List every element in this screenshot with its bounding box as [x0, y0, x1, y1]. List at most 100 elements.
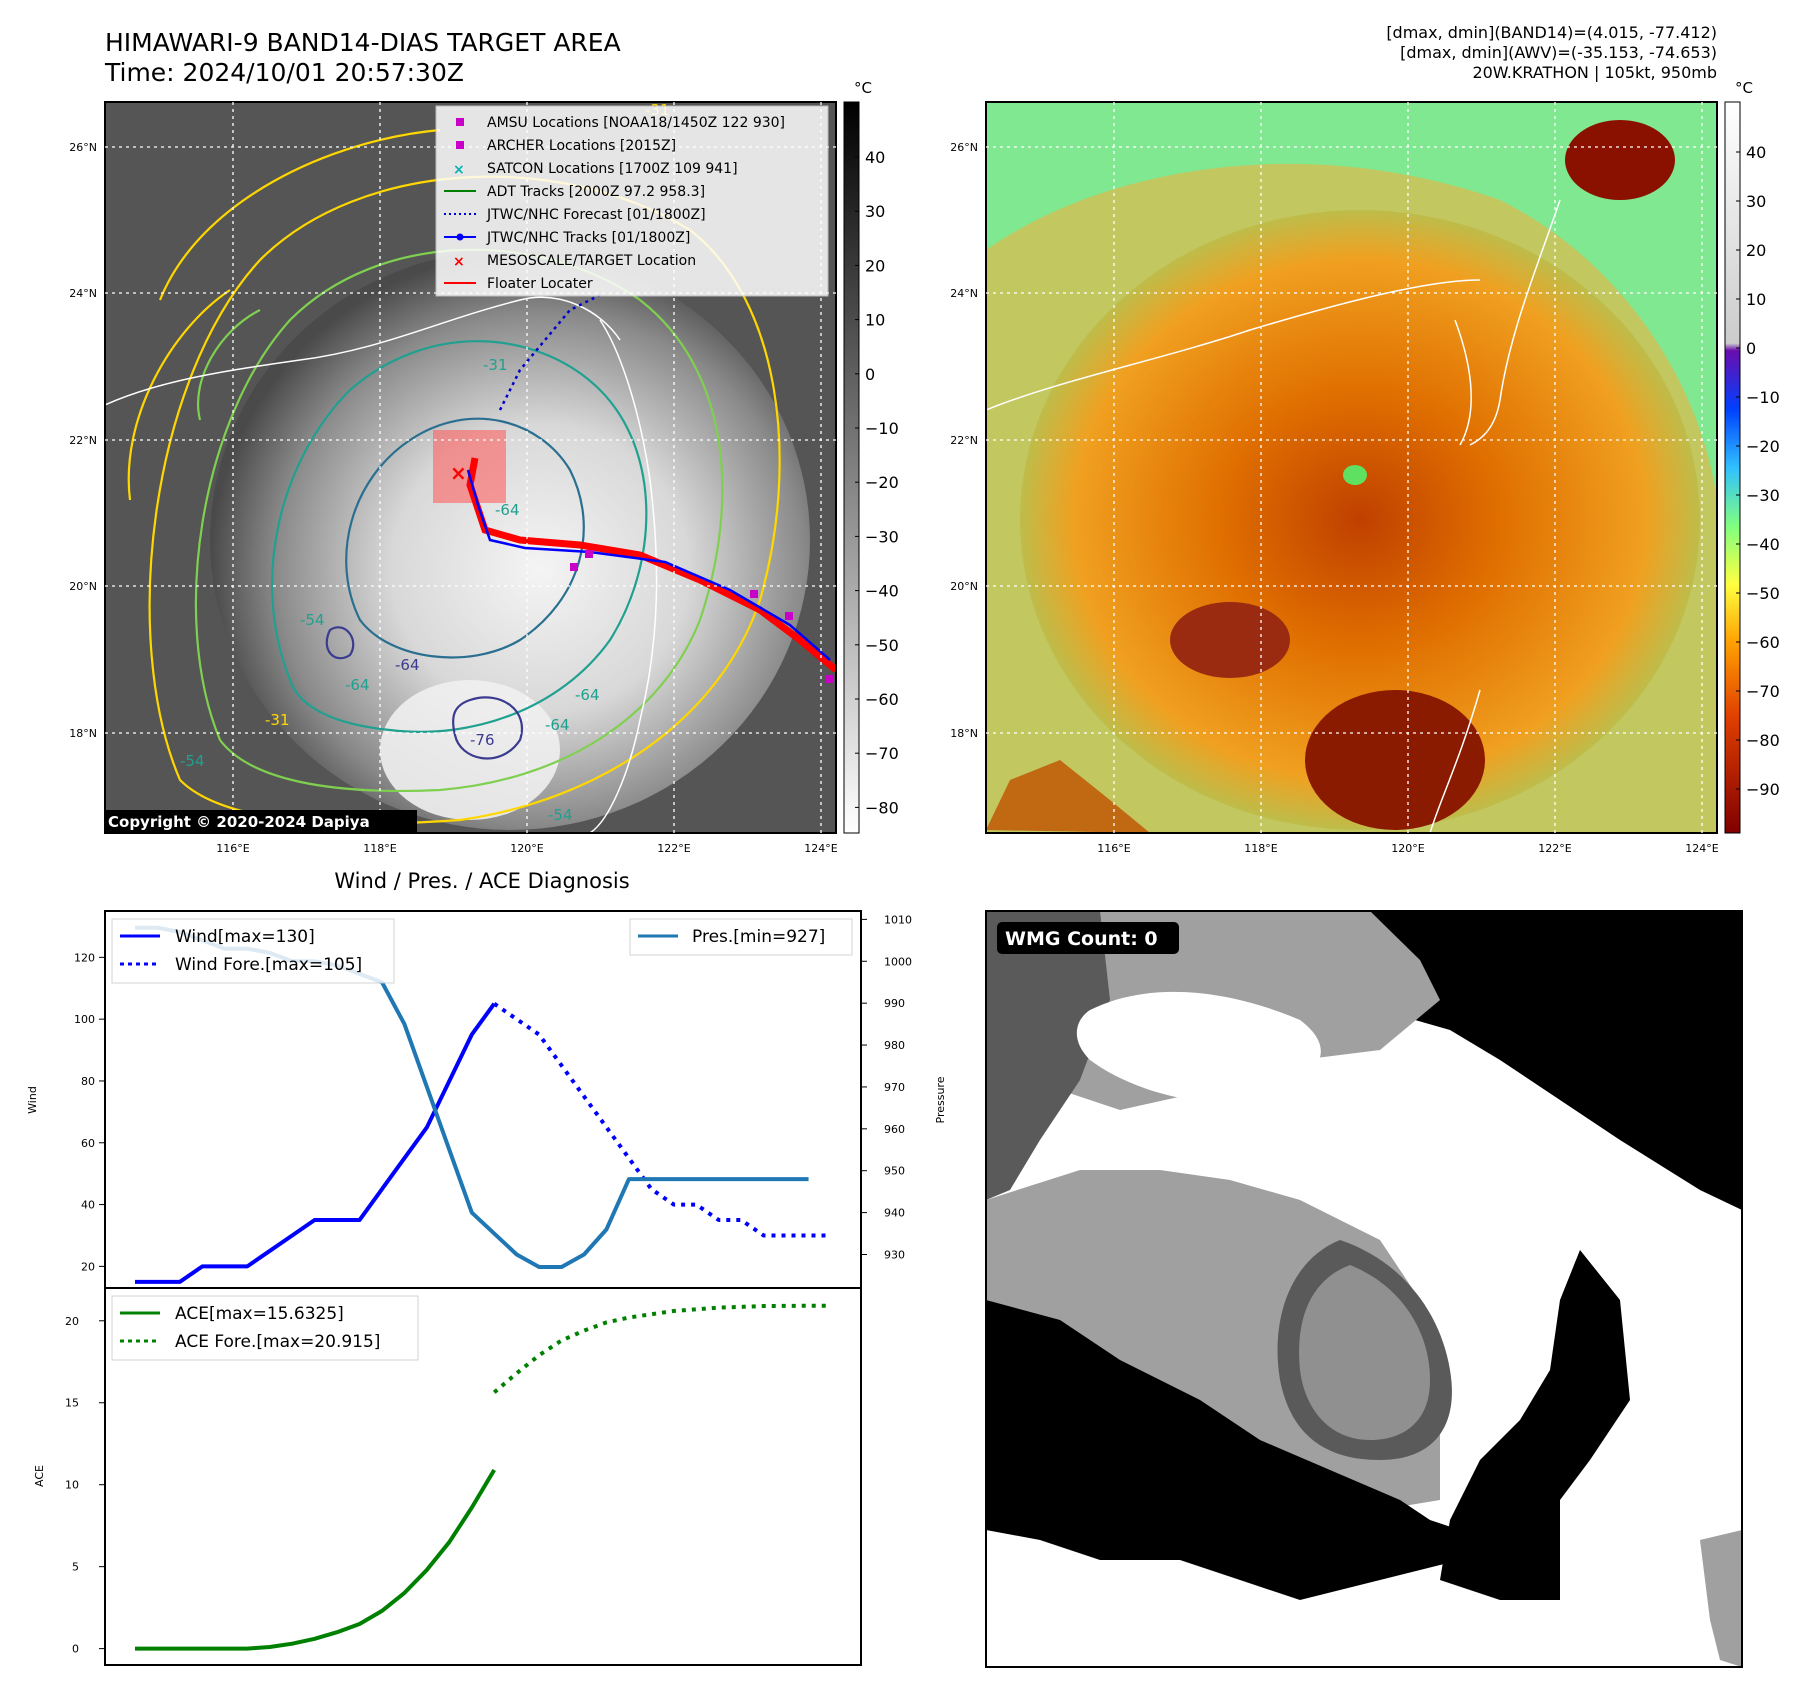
figure-time: Time: 2024/10/01 20:57:30Z — [104, 58, 464, 87]
colorbar-tick-label: 30 — [865, 202, 885, 221]
colorbar-tick-label: 20 — [1746, 241, 1766, 260]
svg-text:-64: -64 — [495, 501, 520, 519]
diagnosis-title: Wind / Pres. / ACE Diagnosis — [334, 869, 629, 893]
ace-chart: ACE 0 5 10 15 20 ACE[max=15.6325] ACE Fore.[… — [33, 1287, 862, 1666]
info-band14: [dmax, dmin](BAND14)=(4.015, -77.412) — [1386, 23, 1717, 42]
legend-satcon: SATCON Locations [1700Z 109 941] — [487, 161, 738, 177]
lon-label: 116°E — [1097, 842, 1130, 855]
awv-map-panel: °C 40 30 20 10 0 −10 −20 −30 −40 −50 −60 −70 −80 −90 — [985, 79, 1780, 834]
colorbar-tick-label: −80 — [1746, 731, 1780, 750]
colorbar-tick-label: −10 — [1746, 388, 1780, 407]
svg-text:-54: -54 — [300, 611, 325, 629]
lat-label: 26°N — [69, 141, 97, 154]
lat-label: 20°N — [69, 580, 97, 593]
ace-series-line-0 — [135, 1468, 496, 1651]
target-marker: × — [450, 461, 467, 485]
series-line-0 — [135, 1002, 496, 1284]
colorbar-tick-label: −70 — [865, 744, 899, 763]
svg-text:-64: -64 — [545, 716, 570, 734]
ace-ticks: 0 5 10 15 20 — [65, 1315, 105, 1656]
awv-colorbar — [1724, 101, 1741, 834]
legend-ace: ACE[max=15.6325] — [175, 1304, 344, 1324]
pressure-tick-label: 930 — [884, 1248, 905, 1261]
colorbar-tick-label: −20 — [865, 473, 899, 492]
awv-colorbar-unit: °C — [1735, 79, 1753, 97]
awv-lon-labels: 116°E 118°E 120°E 122°E 124°E — [1097, 842, 1718, 855]
pressure-tick-label: 1000 — [884, 955, 912, 968]
svg-text:-76: -76 — [470, 731, 495, 749]
colorbar-tick-label: 40 — [865, 148, 885, 167]
figure-title: HIMAWARI-9 BAND14-DIAS TARGET AREA — [105, 28, 621, 57]
wmg-imagery — [986, 911, 1742, 1667]
ace-legend: ACE[max=15.6325] ACE Fore.[max=20.915] — [111, 1295, 419, 1361]
ir-contours — [127, 128, 781, 825]
legend-jtwc-tracks: JTWC/NHC Tracks [01/1800Z] — [486, 230, 690, 246]
colorbar-tick-label: −60 — [865, 690, 899, 709]
colorbar-tick-label: −40 — [865, 582, 899, 601]
ir-lon-labels: 116°E 118°E 120°E 122°E 124°E — [216, 842, 837, 855]
legend-wind-forecast: Wind Fore.[max=105] — [175, 955, 362, 975]
awv-eye — [1343, 465, 1367, 485]
colorbar-tick-label: −20 — [1746, 437, 1780, 456]
wmg-count-label: WMG Count: 0 — [1005, 928, 1158, 950]
info-awv: [dmax, dmin](AWV)=(-35.153, -74.653) — [1400, 43, 1717, 62]
lat-label: 18°N — [950, 727, 978, 740]
svg-text:×: × — [453, 162, 465, 178]
wind-legend: Wind[max=130] Wind Fore.[max=105] — [111, 918, 395, 984]
colorbar-tick-label: 0 — [865, 365, 875, 384]
info-storm: 20W.KRATHON | 105kt, 950mb — [1472, 63, 1717, 82]
colorbar-tick-label: −40 — [1746, 535, 1780, 554]
colorbar-tick-label: 30 — [1746, 192, 1766, 211]
ace-tick-label: 10 — [65, 1479, 79, 1492]
legend-wind: Wind[max=130] — [175, 927, 315, 947]
legend-adt: ADT Tracks [2000Z 97.2 958.3] — [487, 184, 705, 200]
lon-label: 122°E — [657, 842, 690, 855]
ir-frame — [104, 101, 837, 834]
floater-track — [466, 457, 836, 673]
awv-imagery — [986, 102, 1717, 833]
colorbar-tick-label: −30 — [1746, 486, 1780, 505]
ace-axis-label: ACE — [33, 1465, 46, 1487]
lon-label: 120°E — [1391, 842, 1424, 855]
jtwc-forecast — [498, 293, 601, 411]
colorbar-tick-label: −70 — [1746, 682, 1780, 701]
wmg-frame — [985, 910, 1743, 1668]
ir-coastline — [105, 296, 621, 406]
colorbar-tick-label: −30 — [865, 527, 899, 546]
legend-archer: ARCHER Locations [2015Z] — [487, 138, 676, 154]
pressure-tick-label: 950 — [884, 1165, 905, 1178]
lat-label: 24°N — [69, 287, 97, 300]
lat-label: 22°N — [69, 434, 97, 447]
pressure-ticks: 930 940 950 960 970 980 990 1000 1010 — [861, 913, 912, 1261]
awv-gridlines — [986, 102, 1717, 833]
pressure-tick-label: 940 — [884, 1207, 905, 1220]
ir-colorbar-ticks: 40 30 20 10 0 −10 −20 −30 −40 −50 −60 −70 −80 — [855, 148, 899, 817]
colorbar-tick-label: −50 — [865, 636, 899, 655]
wmg-label-box — [997, 922, 1179, 954]
ir-colorbar — [843, 101, 860, 834]
colorbar-tick-label: 40 — [1746, 143, 1766, 162]
legend-floater: Floater Locater — [487, 276, 593, 292]
pressure-axis-label: Pressure — [934, 1076, 947, 1123]
amsu-markers — [570, 550, 834, 683]
awv-lat-labels: 26°N 24°N 22°N 20°N 18°N — [950, 141, 978, 740]
pressure-tick-label: 980 — [884, 1039, 905, 1052]
svg-text:-31: -31 — [265, 711, 290, 729]
svg-text:-64: -64 — [395, 656, 420, 674]
wind-pressure-chart: Wind Pressure 20 40 60 80 100 120 930 940 950 96… — [26, 910, 947, 1289]
copyright-box — [105, 810, 417, 833]
lat-label: 26°N — [950, 141, 978, 154]
lon-label: 116°E — [216, 842, 249, 855]
ir-legend: AMSU Locations [NOAA18/1450Z 122 930] AR… — [435, 105, 829, 297]
svg-text:-64: -64 — [575, 686, 600, 704]
svg-text:×: × — [453, 254, 465, 270]
copyright-text: Copyright © 2020-2024 Dapiya — [108, 813, 370, 831]
wind-ticks: 20 40 60 80 100 120 — [74, 951, 105, 1273]
colorbar-tick-label: 10 — [865, 311, 885, 330]
lat-label: 20°N — [950, 580, 978, 593]
wind-tick-label: 60 — [81, 1137, 95, 1150]
lon-label: 118°E — [363, 842, 396, 855]
series-line-1 — [493, 1002, 831, 1238]
lat-label: 24°N — [950, 287, 978, 300]
